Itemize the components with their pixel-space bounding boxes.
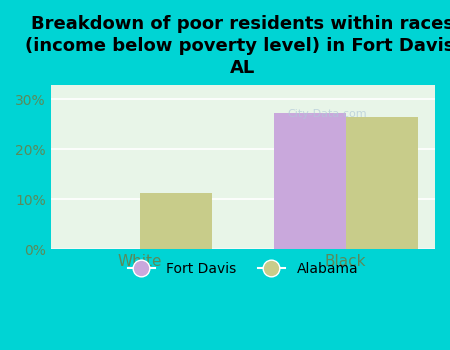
Bar bbox=[140, 193, 212, 249]
Bar bbox=[274, 113, 346, 249]
Text: City-Data.com: City-Data.com bbox=[288, 109, 367, 119]
Title: Breakdown of poor residents within races
(income below poverty level) in Fort Da: Breakdown of poor residents within races… bbox=[25, 15, 450, 77]
Legend: Fort Davis, Alabama: Fort Davis, Alabama bbox=[122, 257, 364, 282]
Bar bbox=[346, 118, 418, 249]
